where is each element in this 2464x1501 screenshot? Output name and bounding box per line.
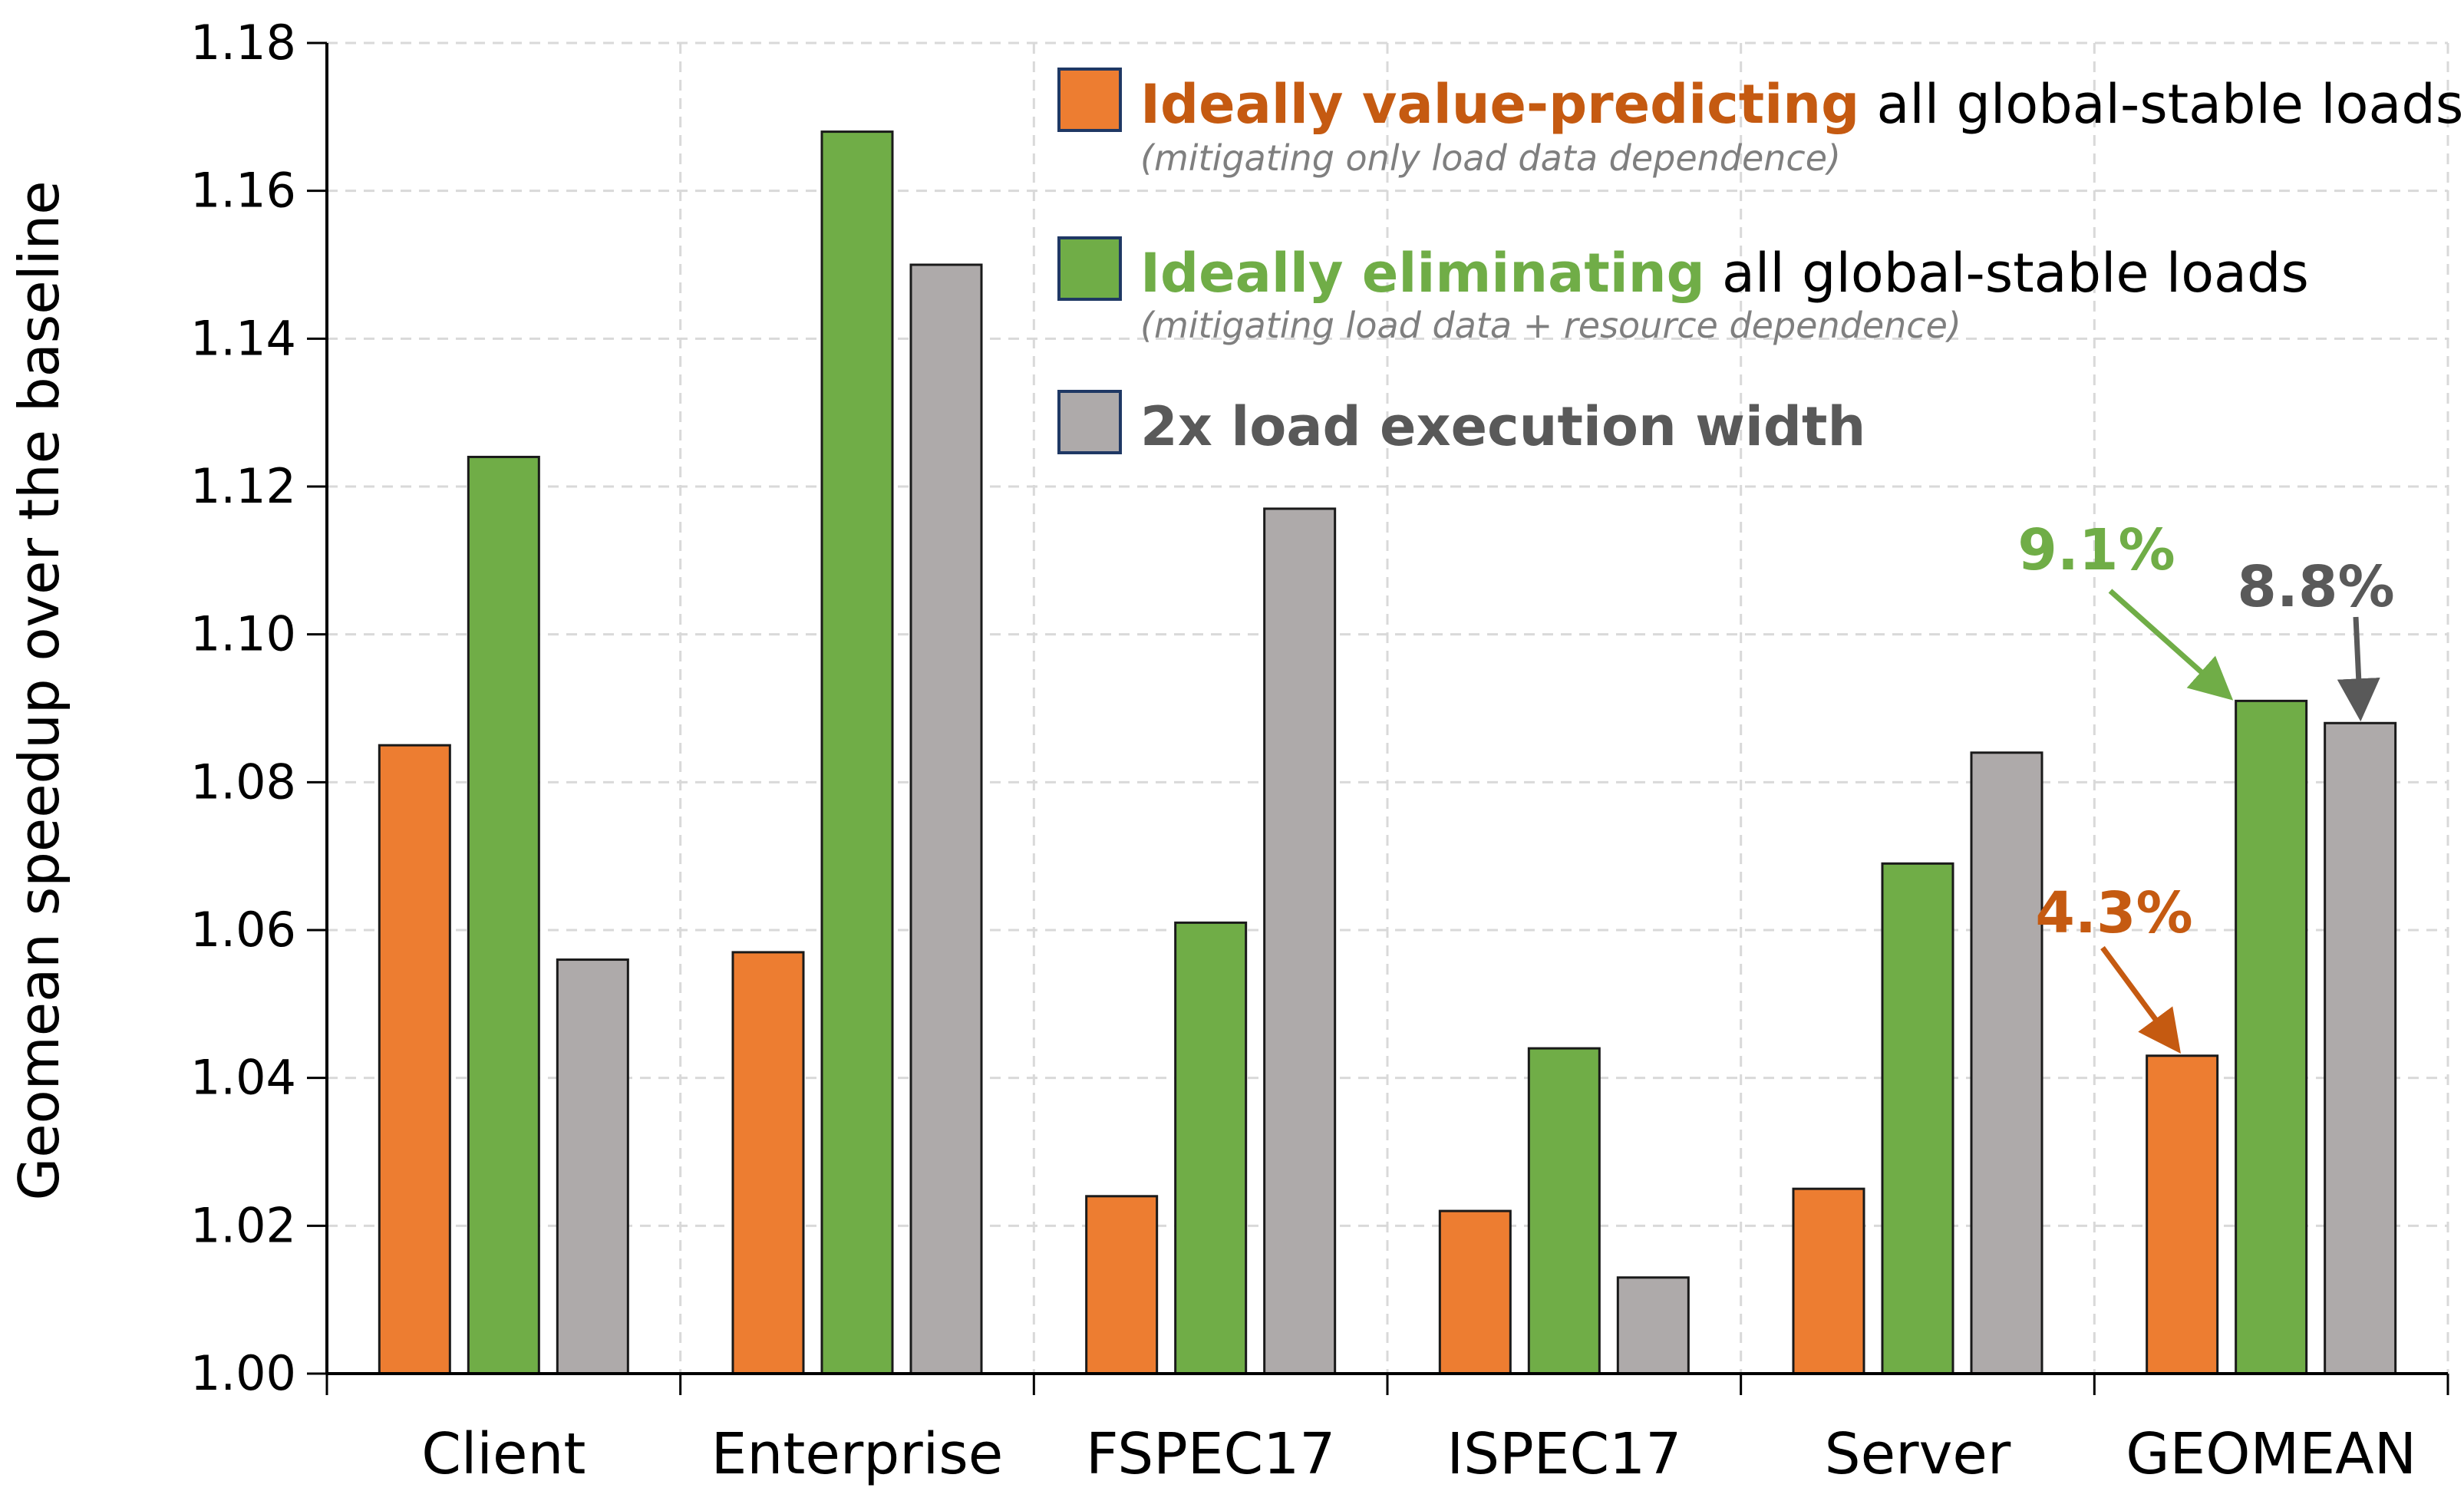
bar-ispec17-s1 [1527,1047,1601,1375]
bar-geomean-s1 [2235,699,2308,1375]
annotation-arrow [2337,616,2380,722]
legend-entry-2: 2x load execution width [1140,395,1865,458]
legend-note-0: (mitigating only load data dependence) [1140,137,1841,179]
y-tick-label: 1.06 [190,902,296,958]
bar-server-s0 [1792,1187,1865,1375]
bar-client-s1 [467,455,540,1375]
bar-fspec17-s0 [1085,1195,1159,1375]
bar-client-s0 [378,744,451,1375]
gridlines [327,41,2449,1374]
bar-server-s2 [1970,751,2043,1375]
y-tick-label: 1.12 [190,458,296,514]
legend-entry-1: Ideally eliminating all global-stable lo… [1140,242,2309,305]
annotation-arrow [2108,589,2234,701]
legend-swatch-0 [1057,68,1122,132]
bar-geomean-s2 [2324,721,2397,1375]
y-tick-label: 1.18 [190,15,296,71]
y-tick-label: 1.10 [190,606,296,662]
annotation-label: 4.3% [2035,880,2192,946]
bar-server-s1 [1881,862,1954,1375]
y-tick-label: 1.08 [190,754,296,810]
legend-swatch-2 [1057,390,1122,454]
annotations: 9.1% 8.8% 4.3% [2017,517,2395,1054]
x-tick-label: GEOMEAN [2126,1421,2416,1487]
bar-fspec17-s2 [1263,507,1337,1375]
annotation-label: 9.1% [2017,517,2175,583]
x-tick-label: Server [1825,1421,2011,1487]
y-tick-label: 1.00 [190,1345,296,1401]
legend-swatch-1 [1057,236,1122,301]
bar-fspec17-s1 [1174,921,1248,1375]
y-tick-label: 1.04 [190,1050,296,1106]
bar-ispec17-s0 [1438,1209,1512,1375]
axes: 1.00 1.02 1.04 1.06 1.08 1.10 1.12 1.14 1.16 1.18… [190,15,2449,1487]
x-tick-label: FSPEC17 [1086,1421,1335,1487]
x-tick-label: ISPEC17 [1446,1421,1681,1487]
annotation-label: 8.8% [2237,554,2394,620]
y-tick-label: 1.16 [190,163,296,219]
bars [378,130,2397,1375]
bar-enterprise-s0 [731,951,805,1375]
bar-client-s2 [556,958,629,1375]
legend-entry-0: Ideally value-predicting all global-stab… [1140,73,2463,136]
bar-ispec17-s2 [1616,1276,1690,1375]
y-tick-label: 1.02 [190,1197,296,1253]
x-tick-label: Client [421,1421,585,1487]
y-axis-label: Geomean speedup over the baseline [7,180,71,1200]
bar-enterprise-s2 [909,263,983,1375]
x-tick-label: Enterprise [711,1421,1004,1487]
annotation-arrow [2100,945,2181,1054]
bar-enterprise-s1 [820,130,894,1375]
bar-geomean-s0 [2146,1054,2219,1375]
y-tick-label: 1.14 [190,310,296,366]
legend: Ideally value-predicting all global-stab… [1057,68,2463,458]
legend-note-1: (mitigating load data + resource depende… [1140,305,1961,346]
